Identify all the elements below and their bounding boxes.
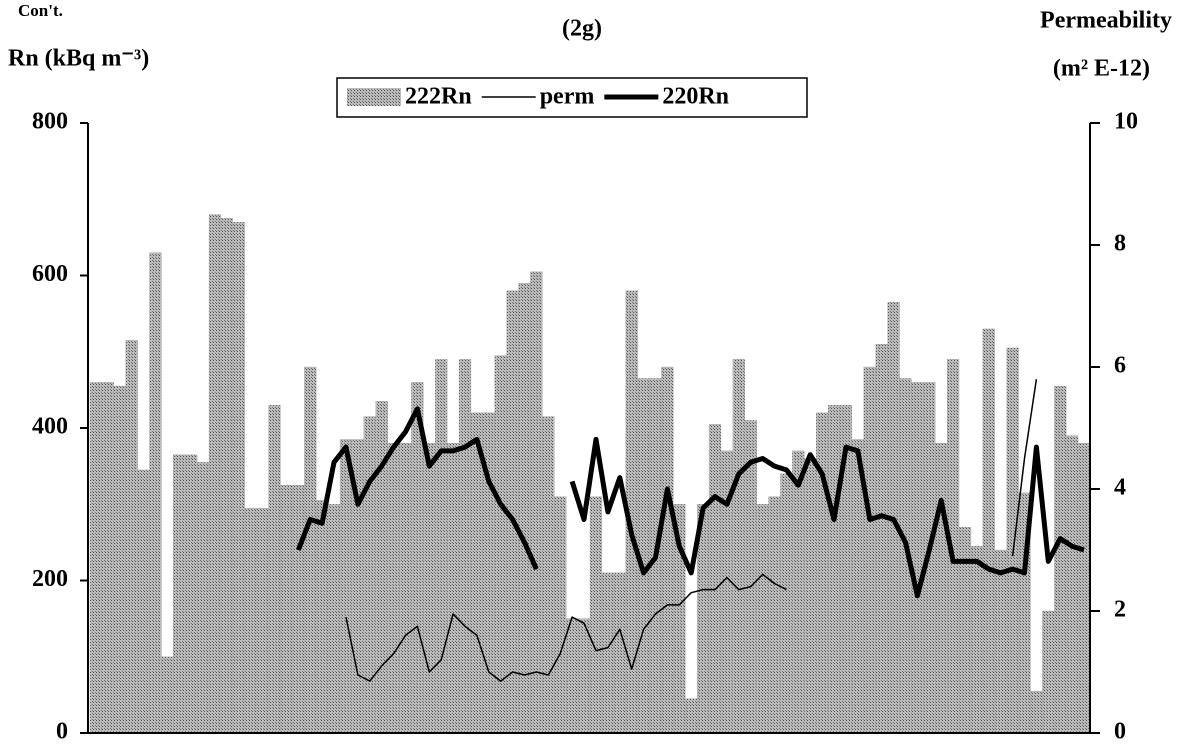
y-tick-label: 400 [32, 414, 68, 440]
bar [446, 443, 460, 734]
y-tick-label: 800 [32, 109, 68, 135]
legend-label: 222Rn [405, 84, 472, 110]
y-tick-label: 0 [56, 719, 68, 745]
line [345, 379, 1038, 682]
bar [399, 443, 412, 734]
note: Con't. [18, 1, 63, 20]
legend-label: perm [540, 84, 595, 110]
bar [911, 382, 924, 734]
bar [423, 443, 436, 734]
bar [458, 359, 472, 734]
bar [935, 443, 948, 734]
bar [316, 500, 329, 734]
legend-label: 220Rn [662, 84, 729, 110]
bar [435, 359, 448, 734]
bar [601, 572, 614, 734]
bar [518, 282, 531, 734]
bar [101, 382, 114, 734]
bar [327, 504, 341, 734]
y2-axis-label: (m² E-12) [1053, 56, 1150, 82]
bar [220, 218, 234, 734]
bar [280, 485, 293, 734]
bar [1006, 347, 1019, 734]
bar [1066, 435, 1079, 734]
y2-tick-label: 10 [1114, 109, 1138, 135]
bar [268, 404, 281, 734]
bar [542, 416, 555, 734]
bar [256, 507, 269, 734]
bar [780, 473, 793, 734]
bar [958, 526, 972, 734]
bar [756, 504, 769, 734]
bar [768, 496, 781, 734]
bar [613, 572, 626, 734]
bar [89, 382, 103, 734]
bar [292, 485, 305, 734]
chart-title: (2g) [562, 16, 602, 42]
y-axis-label: Rn (kBq m⁻³) [8, 46, 149, 72]
bar [994, 549, 1007, 734]
bar [1030, 690, 1043, 734]
bar [827, 404, 841, 734]
bar [661, 366, 674, 734]
bar [208, 214, 222, 734]
bar [708, 424, 722, 734]
bar [173, 454, 186, 734]
y2-tick-label: 8 [1114, 231, 1126, 257]
bar [816, 412, 829, 734]
legend-box [336, 77, 808, 118]
bar [149, 252, 162, 734]
bar [137, 469, 150, 734]
bar [577, 618, 591, 734]
bar [875, 343, 888, 734]
line [295, 406, 1085, 599]
y2-tick-label: 0 [1114, 719, 1126, 745]
bar [375, 401, 388, 734]
bar [125, 340, 138, 734]
bar [387, 443, 400, 734]
bar [494, 355, 507, 734]
bar [982, 328, 995, 734]
bar [363, 416, 376, 734]
bar [1077, 443, 1091, 734]
y2-tick-label: 2 [1114, 597, 1126, 623]
bar [339, 439, 353, 734]
bar [566, 618, 579, 734]
bar [161, 656, 174, 734]
bar [554, 496, 567, 734]
bar [792, 450, 805, 734]
bar [196, 462, 210, 734]
legend-swatch [347, 88, 401, 106]
y2-axis-label: Permeability [1040, 8, 1172, 34]
bar [1054, 385, 1067, 734]
bar [732, 359, 745, 734]
bar [1042, 610, 1055, 734]
y-tick-label: 200 [32, 566, 68, 592]
bar [804, 458, 817, 734]
bar [244, 507, 257, 734]
bar [113, 385, 126, 734]
bar [589, 496, 603, 734]
bar [970, 546, 984, 734]
bar [863, 366, 876, 734]
bar [185, 454, 198, 734]
bar [304, 366, 317, 734]
y2-tick-label: 6 [1114, 353, 1126, 379]
bar [685, 698, 698, 734]
y2-tick-label: 4 [1114, 475, 1126, 501]
bar [530, 271, 543, 734]
bar [232, 221, 245, 734]
y-tick-label: 600 [32, 261, 68, 287]
